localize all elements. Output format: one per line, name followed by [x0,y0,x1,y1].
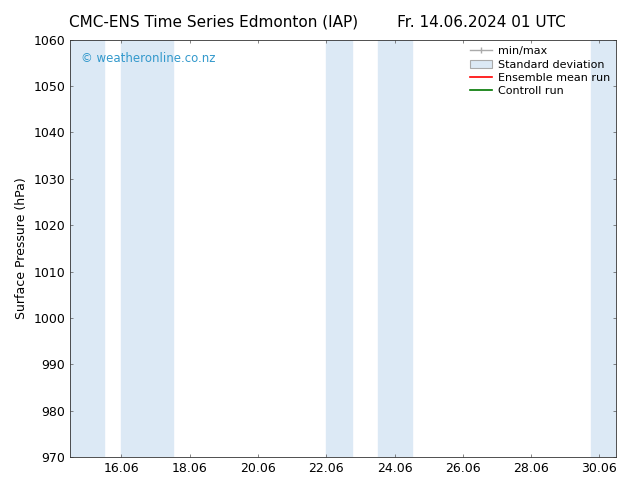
Legend: min/max, Standard deviation, Ensemble mean run, Controll run: min/max, Standard deviation, Ensemble me… [465,42,614,101]
Bar [327,40,352,457]
Bar [377,40,411,457]
Y-axis label: Surface Pressure (hPa): Surface Pressure (hPa) [15,177,28,319]
Text: CMC-ENS Time Series Edmonton (IAP)        Fr. 14.06.2024 01 UTC: CMC-ENS Time Series Edmonton (IAP) Fr. 1… [68,15,566,30]
Bar [70,40,105,457]
Text: © weatheronline.co.nz: © weatheronline.co.nz [81,52,216,65]
Bar [591,40,616,457]
Bar [122,40,172,457]
